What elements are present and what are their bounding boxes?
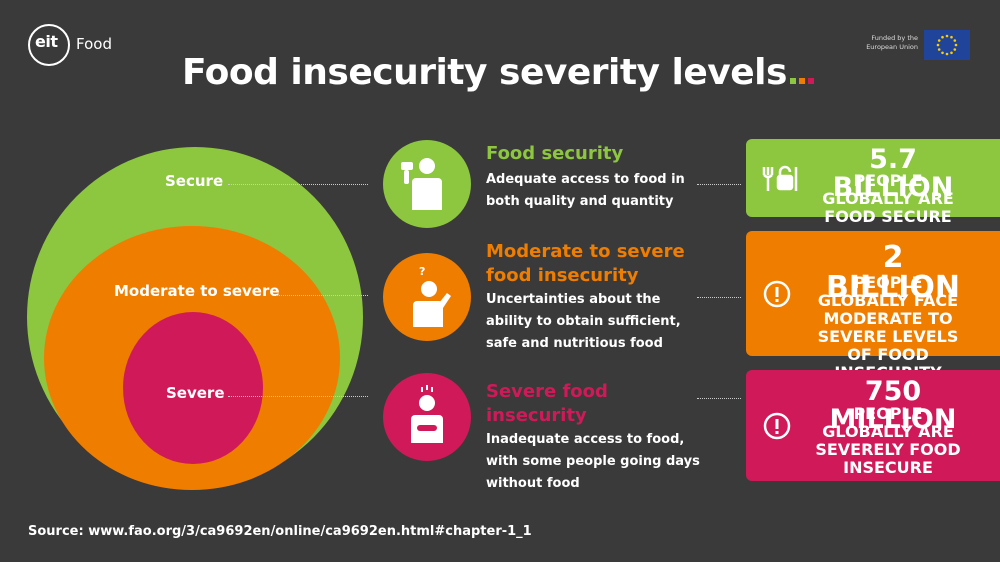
source-text: Source: www.fao.org/3/ca9692en/online/ca… (28, 524, 532, 539)
level-heading: Severe food insecurity (486, 381, 608, 426)
alert-icon (762, 279, 792, 313)
severe-leader-line (228, 396, 368, 397)
stat-severe-insecure: 750 MILLION PEOPLE GLOBALLY ARE SEVERELY… (746, 370, 1000, 481)
person-eating-icon (383, 140, 471, 228)
logo-mark: eit (35, 32, 58, 51)
level-description: Uncertainties about the ability to obtai… (486, 292, 681, 351)
level-description: Adequate access to food in both quality … (486, 172, 685, 209)
fork-lock-icon (760, 163, 800, 197)
eu-flag-icon (924, 30, 970, 60)
page-title: Food insecurity severity levels (0, 52, 1000, 93)
level-moderate-severe: Moderate to severe food insecurity Uncer… (486, 240, 701, 355)
stat-text: PEOPLE GLOBALLY ARE SEVERELY FOOD INSECU… (815, 404, 961, 477)
stat-value: 750 MILLION (829, 376, 957, 435)
level-food-security: Food security Adequate access to food in… (486, 142, 716, 213)
alert-icon (762, 411, 792, 445)
logo-ring (28, 24, 70, 66)
level-heading: Moderate to severe food insecurity (486, 241, 685, 286)
person-hungry-icon (383, 373, 471, 461)
svg-text:?: ? (419, 265, 425, 278)
moderate-label: Moderate to severe (114, 282, 280, 300)
stat-value: 2 BILLION (825, 240, 961, 305)
stat-food-secure: 5.7 BILLION PEOPLE GLOBALLY ARE FOOD SEC… (746, 139, 1000, 226)
moderate-leader-line (276, 295, 368, 296)
stat-text: PEOPLE GLOBALLY ARE FOOD SECURE (822, 171, 954, 226)
logo-text: Food (76, 35, 112, 53)
eu-funded-text: Funded by the European Union (866, 34, 918, 51)
title-text: Food insecurity severity levels (182, 52, 787, 93)
title-dot-red (807, 78, 814, 84)
stat-moderate-insecure: 2 BILLION PEOPLE GLOBALLY FACE MODERATE … (746, 231, 1000, 382)
secure-label: Secure (165, 172, 224, 190)
stat-text: PEOPLE GLOBALLY FACE MODERATE TO SEVERE … (817, 273, 959, 382)
level-description: Inadequate access to food, with some peo… (486, 432, 700, 491)
stat-value: 5.7 BILLION (832, 144, 954, 203)
severe-label: Severe (166, 384, 225, 402)
person-questioning-icon: ? (383, 253, 471, 341)
severe-circle (123, 312, 263, 464)
eit-food-logo: eit Food (28, 24, 138, 66)
stat-leader-line (697, 398, 741, 399)
title-dot-green (789, 78, 796, 84)
title-dots (788, 76, 818, 84)
level-heading: Food security (486, 143, 624, 164)
secure-leader-line (228, 184, 368, 185)
level-severe: Severe food insecurity Inadequate access… (486, 380, 701, 495)
title-dot-orange (798, 78, 805, 84)
stat-leader-line (697, 184, 741, 185)
stat-leader-line (697, 297, 741, 298)
